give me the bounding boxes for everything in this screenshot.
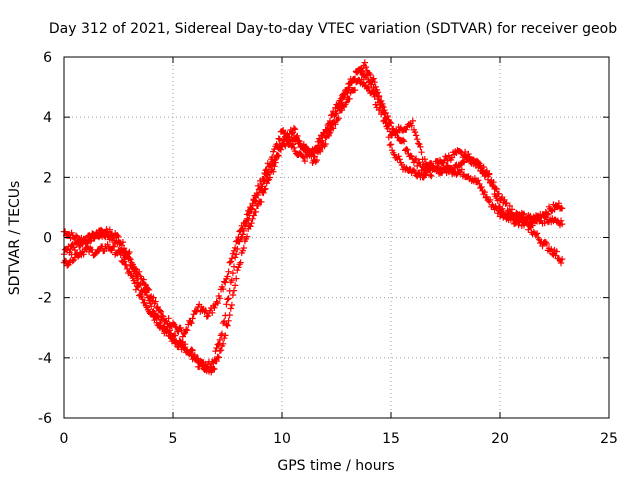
x-tick-label: 5: [169, 431, 178, 447]
x-tick-label: 10: [273, 431, 291, 447]
y-axis-label: SDTVAR / TECUs: [7, 181, 23, 296]
y-tick-label: -2: [38, 291, 52, 307]
y-tick-label: -6: [38, 411, 52, 427]
y-tick-label: 2: [43, 170, 52, 186]
x-tick-label: 20: [491, 431, 509, 447]
x-axis-label: GPS time / hours: [277, 458, 394, 474]
series-trace-3: [60, 76, 566, 340]
y-tick-label: 4: [43, 110, 52, 126]
x-tick-label: 0: [60, 431, 69, 447]
x-tick-label: 25: [600, 431, 618, 447]
x-tick-label: 15: [382, 431, 400, 447]
axis-ticks: 0 5 10 15 20 25 -6 -4 -2 0 2 4 6: [38, 50, 618, 447]
y-tick-label: -4: [38, 351, 52, 367]
series-trace-1: [60, 59, 566, 376]
data-points: [60, 59, 566, 376]
point-marks: [60, 76, 566, 340]
point-marks: [60, 59, 566, 376]
y-tick-label: 0: [43, 231, 52, 247]
chart-title: Day 312 of 2021, Sidereal Day-to-day VTE…: [49, 21, 617, 37]
series-trace-2: [60, 66, 566, 373]
point-marks: [60, 66, 566, 373]
y-tick-label: 6: [43, 50, 52, 66]
